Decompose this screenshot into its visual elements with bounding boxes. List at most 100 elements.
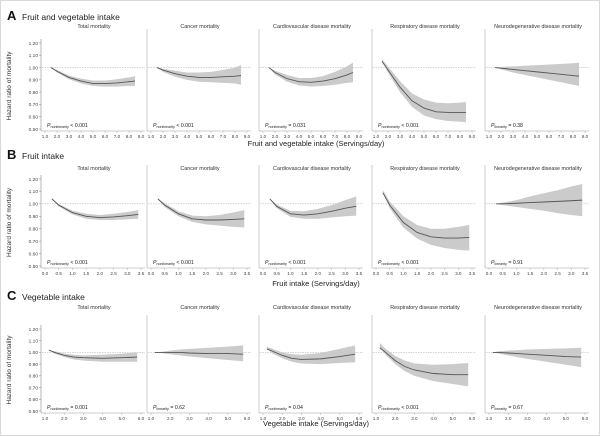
p-value: = 0.04 (288, 405, 303, 411)
p-value-label: Pnonlinearity < 0.001 (47, 123, 88, 129)
x-tick-label: 3.0 (80, 416, 87, 421)
x-tick-label: 4.0 (317, 416, 324, 421)
x-tick-label: 2.5 (216, 271, 223, 276)
x-tick-label: 1.0 (513, 271, 520, 276)
hazard-ratio-line (269, 198, 357, 216)
x-tick-label: 2.0 (167, 416, 174, 421)
x-tick-label: 7.0 (332, 134, 339, 139)
p-symbol: P (265, 123, 269, 129)
p-value-label: Pnonlinearity < 0.001 (378, 123, 419, 129)
p-value: < 0.001 (401, 260, 419, 266)
y-tick-label: 1.00 (29, 65, 39, 71)
x-tick-label: 1.5 (189, 271, 196, 276)
panel-title: Total mortality (77, 166, 111, 172)
x-tick-label: 5.0 (225, 416, 232, 421)
p-subscript: nonlinearity (381, 407, 400, 411)
x-tick-label: 2.0 (61, 416, 68, 421)
hazard-ratio-line (157, 198, 245, 221)
confidence-band (51, 198, 139, 221)
x-tick-label: 0.0 (260, 271, 267, 276)
p-value-label: Plinearity = 0.38 (491, 123, 523, 129)
hazard-ratio-line (382, 192, 470, 239)
x-tick-label: 9.0 (356, 134, 363, 139)
x-tick-label: 1.0 (373, 134, 380, 139)
x-tick-label: 3.0 (172, 134, 179, 139)
p-subscript: linearity (494, 125, 507, 129)
panel-title: Cardiovascular disease mortality (273, 166, 351, 172)
x-tick-label: 5.0 (196, 134, 203, 139)
panel-c-4: Respiratory disease mortality 1.0 2.0 3.0 4.… (371, 305, 476, 421)
p-value-label: Pnonlinearity < 0.001 (378, 405, 419, 411)
p-value-label: Plinearity = 0.91 (491, 260, 523, 266)
x-tick-label: 4.0 (184, 134, 191, 139)
x-tick-label: 2.0 (505, 416, 512, 421)
x-tick-label: 0.5 (387, 271, 394, 276)
confidence-band (379, 343, 469, 387)
panel-title: Respiratory disease mortality (390, 24, 460, 30)
y-tick-label: 0.50 (29, 409, 39, 415)
p-symbol: P (491, 260, 495, 266)
panel-c-3: Cardiovascular disease mortality 1.0 2.0 3.… (258, 305, 363, 421)
x-tick-label: 2.0 (498, 134, 505, 139)
p-subscript: nonlinearity (50, 262, 69, 266)
y-tick-label: 0.70 (29, 385, 39, 391)
p-symbol: P (153, 405, 157, 411)
x-tick-label: 4.0 (543, 416, 550, 421)
confidence-band (51, 67, 135, 87)
panel-b-5: Neurodegenerative disease mortality 0.0 0.… (484, 165, 589, 276)
p-value-label: Pnonlinearity = 0.04 (265, 405, 303, 411)
p-subscript: nonlinearity (50, 125, 69, 129)
p-value: < 0.001 (70, 260, 88, 266)
chart-title: Vegetable intake (22, 292, 85, 302)
panel-title: Neurodegenerative disease mortality (494, 305, 582, 311)
panel-b-3: Cardiovascular disease mortality 0.0 0.5 1.… (258, 165, 363, 276)
x-tick-label: 1.0 (42, 416, 49, 421)
panel-title: Respiratory disease mortality (390, 166, 460, 172)
x-tick-label: 2.5 (441, 271, 448, 276)
x-tick-label: 0.0 (42, 271, 49, 276)
y-tick-label: 1.10 (29, 53, 39, 59)
panel-a-5: Neurodegenerative disease mortality 1.0 2.… (484, 24, 589, 139)
p-subscript: nonlinearity (268, 407, 287, 411)
y-tick-label: 0.70 (29, 102, 39, 108)
x-tick-label: 1.5 (414, 271, 421, 276)
x-tick-label: 2.0 (272, 134, 279, 139)
x-tick-label: 9.0 (582, 134, 589, 139)
x-tick-label: 3.0 (455, 271, 462, 276)
p-symbol: P (265, 260, 269, 266)
hazard-ratio-line (154, 351, 244, 355)
x-tick-label: 1.0 (148, 416, 155, 421)
y-tick-label: 1.10 (29, 339, 39, 345)
x-tick-label: 6.0 (433, 134, 440, 139)
x-tick-label: 8.0 (232, 134, 239, 139)
x-tick-label: 2.0 (160, 134, 167, 139)
p-symbol: P (491, 405, 495, 411)
confidence-band (269, 62, 353, 87)
p-value: < 0.001 (176, 260, 194, 266)
x-tick-label: 3.0 (298, 416, 305, 421)
x-tick-label: 2.0 (97, 271, 104, 276)
y-tick-label: 1.10 (29, 189, 39, 195)
x-tick-label: 1.5 (527, 271, 534, 276)
panel-title: Cancer mortality (180, 166, 220, 172)
panel-title: Cardiovascular disease mortality (273, 305, 351, 311)
x-tick-label: 5.0 (421, 134, 428, 139)
p-subscript: nonlinearity (268, 262, 287, 266)
y-tick-label: 1.00 (29, 202, 39, 208)
x-tick-label: 5.0 (563, 416, 570, 421)
y-tick-label: 0.80 (29, 227, 39, 233)
y-tick-label: 0.50 (29, 264, 39, 270)
p-value: < 0.001 (401, 405, 419, 411)
x-tick-label: 2.0 (203, 271, 210, 276)
x-tick-label: 8.0 (457, 134, 464, 139)
x-tick-label: 7.0 (220, 134, 227, 139)
x-tick-label: 2.5 (110, 271, 117, 276)
x-tick-label: 6.0 (356, 416, 363, 421)
panel-title: Cancer mortality (180, 24, 220, 30)
panel-b-4: Respiratory disease mortality 0.0 0.5 1.0 1.… (371, 165, 476, 276)
p-symbol: P (153, 123, 157, 129)
x-tick-label: 9.0 (138, 134, 145, 139)
p-value: < 0.001 (288, 260, 306, 266)
x-tick-label: 8.0 (344, 134, 351, 139)
p-symbol: P (378, 405, 382, 411)
